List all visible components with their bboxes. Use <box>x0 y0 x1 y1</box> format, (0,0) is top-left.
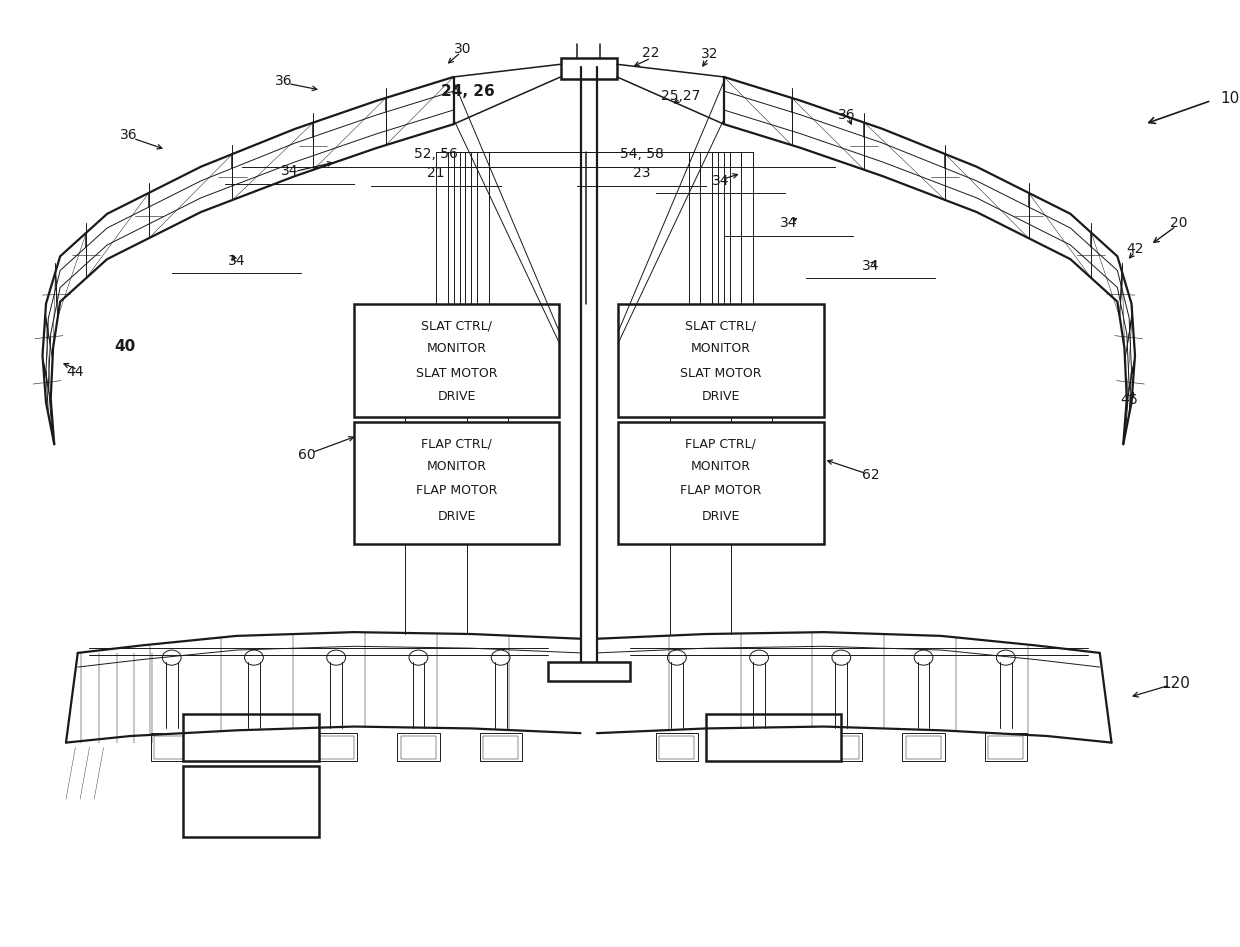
Bar <box>353 304 559 417</box>
Text: 34: 34 <box>712 174 729 188</box>
Text: MONITOR: MONITOR <box>691 460 751 474</box>
Text: 21: 21 <box>428 167 445 180</box>
Bar <box>401 736 436 759</box>
Bar <box>906 736 941 759</box>
Bar <box>233 733 275 761</box>
Text: 34: 34 <box>862 259 879 273</box>
Text: 22: 22 <box>642 46 660 61</box>
Text: 36: 36 <box>838 108 856 122</box>
Text: MONITOR: MONITOR <box>427 343 486 355</box>
Bar <box>560 58 618 79</box>
Bar <box>484 736 518 759</box>
Bar <box>480 733 522 761</box>
Text: SLAT MOTOR: SLAT MOTOR <box>415 367 497 381</box>
Text: 120: 120 <box>1162 675 1190 690</box>
Bar <box>738 733 780 761</box>
Text: FLAP MOTOR: FLAP MOTOR <box>415 484 497 497</box>
Bar <box>315 733 357 761</box>
Text: 36: 36 <box>274 74 293 88</box>
Text: FLAP CTRL/: FLAP CTRL/ <box>686 438 756 450</box>
Text: DRIVE: DRIVE <box>438 390 476 403</box>
Bar <box>823 736 859 759</box>
Text: 25,27: 25,27 <box>661 89 701 103</box>
Text: 62: 62 <box>862 469 879 482</box>
Text: 36: 36 <box>119 129 138 142</box>
Text: 34: 34 <box>228 254 246 268</box>
Text: SLAT MOTOR: SLAT MOTOR <box>681 367 761 381</box>
Bar <box>742 736 776 759</box>
Text: DRIVE: DRIVE <box>438 509 476 523</box>
Bar <box>353 421 559 545</box>
Text: 40: 40 <box>114 338 135 353</box>
Text: 42: 42 <box>1126 241 1143 256</box>
Bar <box>988 736 1023 759</box>
Text: 24, 26: 24, 26 <box>441 83 495 98</box>
Bar <box>656 733 698 761</box>
Text: SLAT CTRL/: SLAT CTRL/ <box>686 320 756 332</box>
Text: DRIVE: DRIVE <box>702 390 740 403</box>
Text: 34: 34 <box>780 216 797 230</box>
Bar <box>548 662 630 681</box>
Bar <box>985 733 1027 761</box>
Bar <box>397 733 439 761</box>
Bar <box>150 733 193 761</box>
Text: 32: 32 <box>701 47 718 62</box>
Text: MONITOR: MONITOR <box>691 343 751 355</box>
Text: 60: 60 <box>298 448 316 461</box>
Bar <box>707 714 841 761</box>
Text: 54, 58: 54, 58 <box>620 148 663 161</box>
Text: 100: 100 <box>1220 91 1240 106</box>
Text: 23: 23 <box>632 167 650 180</box>
Bar <box>618 421 823 545</box>
Text: 52, 56: 52, 56 <box>414 148 458 161</box>
Bar <box>154 736 190 759</box>
Text: FLAP MOTOR: FLAP MOTOR <box>681 484 761 497</box>
Text: 30: 30 <box>454 42 471 56</box>
Text: 44: 44 <box>67 365 84 379</box>
Bar <box>184 766 319 837</box>
Bar <box>820 733 863 761</box>
Text: DRIVE: DRIVE <box>702 509 740 523</box>
Text: 20: 20 <box>1169 216 1187 230</box>
Text: FLAP CTRL/: FLAP CTRL/ <box>422 438 492 450</box>
Bar <box>660 736 694 759</box>
Bar <box>903 733 945 761</box>
Bar <box>184 714 319 761</box>
Text: 46: 46 <box>1120 393 1138 407</box>
Text: SLAT CTRL/: SLAT CTRL/ <box>422 320 492 332</box>
Text: 34: 34 <box>280 165 298 178</box>
Bar <box>237 736 272 759</box>
Bar <box>618 304 823 417</box>
Text: MONITOR: MONITOR <box>427 460 486 474</box>
Bar <box>319 736 353 759</box>
